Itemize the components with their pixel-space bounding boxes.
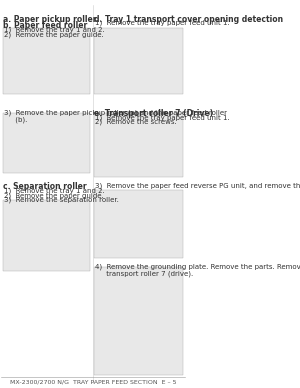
- Text: 2)  Remove the paper guide.: 2) Remove the paper guide.: [4, 31, 104, 38]
- Text: b. Paper feed roller: b. Paper feed roller: [3, 21, 88, 30]
- Text: 1)  Remove the tray 1 and 2.: 1) Remove the tray 1 and 2.: [4, 187, 105, 194]
- Text: 2)  Remove the screws.: 2) Remove the screws.: [95, 119, 177, 125]
- Bar: [3, 28, 89, 94]
- Text: 3)  Remove the separation roller.: 3) Remove the separation roller.: [4, 197, 119, 203]
- Text: 1)  Remove the tray paper feed unit 1.: 1) Remove the tray paper feed unit 1.: [95, 20, 230, 26]
- Bar: [3, 113, 89, 173]
- Text: 3)  Remove the paper feed reverse PG unit, and remove the belt.: 3) Remove the paper feed reverse PG unit…: [95, 182, 300, 189]
- Text: 1)  Remove the tray 1 and 2.: 1) Remove the tray 1 and 2.: [4, 26, 105, 33]
- Bar: [94, 28, 183, 94]
- Text: 1)  Remove the tray paper feed unit 1.: 1) Remove the tray paper feed unit 1.: [95, 114, 230, 121]
- Bar: [94, 267, 183, 375]
- Text: 3)  Remove the paper pickup roller (a) and the paper feed roller
     (b).: 3) Remove the paper pickup roller (a) an…: [4, 109, 227, 123]
- Text: a. Paper pickup roller: a. Paper pickup roller: [3, 15, 97, 24]
- Bar: [94, 113, 183, 177]
- Bar: [3, 200, 89, 271]
- Text: d. Tray 1 transport cover opening detection: d. Tray 1 transport cover opening detect…: [94, 15, 283, 24]
- Bar: [94, 190, 183, 258]
- Text: 4)  Remove the grounding plate. Remove the parts. Remove the
     transport roll: 4) Remove the grounding plate. Remove th…: [95, 263, 300, 277]
- Text: MX-2300/2700 N/G  TRAY PAPER FEED SECTION  E – 5: MX-2300/2700 N/G TRAY PAPER FEED SECTION…: [10, 379, 176, 385]
- Text: e. Transport roller 7 (Drive): e. Transport roller 7 (Drive): [94, 109, 213, 118]
- Text: c. Separation roller: c. Separation roller: [3, 182, 87, 191]
- Text: 2)  Remove the paper guide.: 2) Remove the paper guide.: [4, 192, 104, 199]
